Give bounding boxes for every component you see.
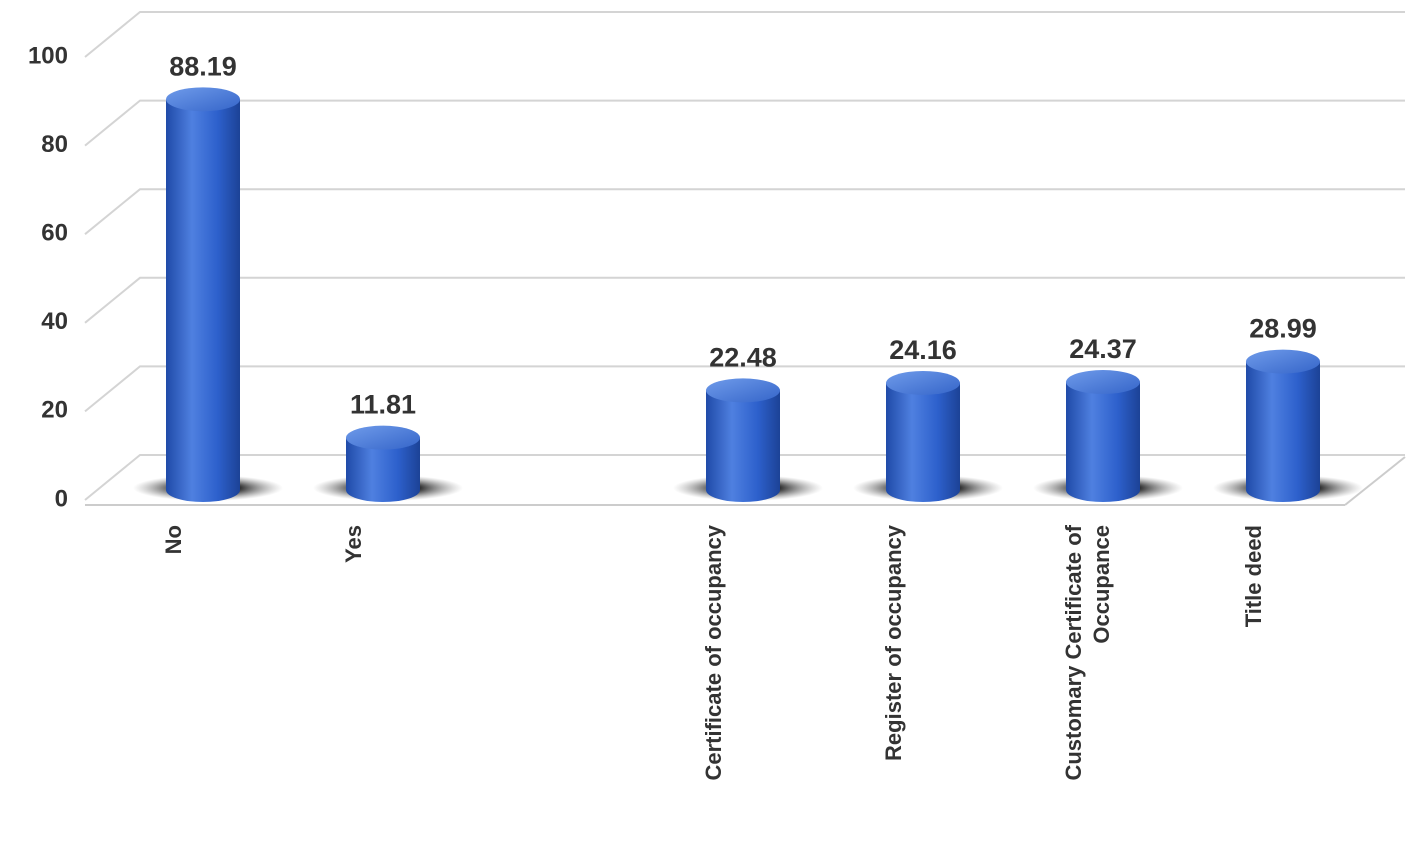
floor-right	[1344, 456, 1406, 506]
x-tick-label-line: Customary Certificate of	[1061, 524, 1086, 780]
bar-top	[346, 425, 420, 450]
x-tick-label: Title deed	[1241, 525, 1266, 627]
value-label: 88.19	[169, 51, 237, 81]
bar	[706, 390, 780, 502]
grid-line	[84, 188, 1405, 235]
bar-top	[166, 87, 240, 112]
x-tick-label-line: Occupance	[1089, 525, 1114, 644]
grid-line	[84, 454, 1405, 501]
y-tick-label: 40	[41, 308, 68, 335]
x-tick-label: Certificate of occupancy	[701, 524, 726, 780]
bar-top	[706, 378, 780, 403]
value-label: 22.48	[709, 342, 777, 372]
y-tick-label: 80	[41, 131, 68, 158]
bar	[346, 437, 420, 502]
value-label: 28.99	[1249, 314, 1317, 344]
grid-line	[84, 11, 1405, 58]
x-tick-label: Yes	[341, 525, 366, 563]
x-tick-label: No	[161, 525, 186, 554]
bar	[166, 99, 240, 502]
y-tick-label: 100	[28, 42, 68, 69]
grid-line	[84, 365, 1405, 413]
bar-top	[1246, 349, 1320, 374]
x-tick-label: Register of occupancy	[881, 524, 906, 761]
bar-top	[886, 370, 960, 395]
bar	[1066, 382, 1140, 502]
y-tick-label: 0	[55, 485, 68, 512]
bar	[886, 382, 960, 502]
grid-line	[84, 276, 1405, 324]
y-tick-label: 60	[41, 220, 68, 247]
x-tick-label: Customary Certificate of Occupance	[1061, 524, 1114, 780]
value-label: 24.37	[1069, 334, 1137, 364]
bar-top	[1066, 370, 1140, 395]
value-label: 11.81	[350, 390, 416, 420]
grid-line	[84, 99, 1405, 147]
bar	[1246, 361, 1320, 502]
y-tick-label: 20	[41, 397, 68, 424]
value-label: 24.16	[889, 335, 957, 365]
